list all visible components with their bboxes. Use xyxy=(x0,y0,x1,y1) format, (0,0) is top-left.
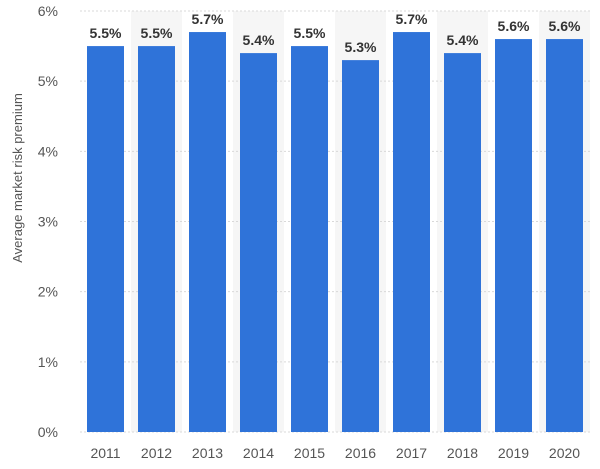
x-tick-label: 2011 xyxy=(90,445,120,461)
x-tick-label: 2016 xyxy=(345,445,376,461)
x-tick-label: 2013 xyxy=(192,445,223,461)
x-tick-label: 2017 xyxy=(396,445,427,461)
value-label: 5.5% xyxy=(141,25,173,41)
bar xyxy=(240,53,277,432)
bar xyxy=(342,60,379,432)
y-tick-label: 4% xyxy=(38,143,58,159)
x-tick-label: 2020 xyxy=(549,445,580,461)
bar xyxy=(138,46,175,432)
bar xyxy=(546,39,583,433)
y-tick-label: 1% xyxy=(38,354,58,370)
value-label: 5.7% xyxy=(396,11,428,27)
value-label: 5.5% xyxy=(90,25,122,41)
x-tick-label: 2019 xyxy=(498,445,529,461)
bar xyxy=(87,46,124,432)
x-tick-label: 2015 xyxy=(294,445,325,461)
bar xyxy=(444,53,481,432)
y-tick-label: 6% xyxy=(38,3,58,19)
y-axis-label: Average market risk premium xyxy=(10,93,25,263)
bars xyxy=(87,32,583,433)
x-tick-label: 2014 xyxy=(243,445,274,461)
y-tick-label: 5% xyxy=(38,73,58,89)
y-axis-ticks: 0% 1% 2% 3% 4% 5% 6% xyxy=(38,3,58,440)
bar xyxy=(189,32,226,433)
bar xyxy=(393,32,430,433)
value-label: 5.4% xyxy=(447,32,479,48)
value-labels: 5.5% 5.5% 5.7% 5.4% 5.5% 5.3% 5.7% 5.4% 5.6% 5.6% xyxy=(90,11,581,55)
bar xyxy=(291,46,328,432)
x-axis-ticks: 2011 2012 2013 2014 2015 2016 2017 2018 2019 2020 xyxy=(90,445,580,461)
bar xyxy=(495,39,532,433)
x-tick-label: 2012 xyxy=(141,445,172,461)
value-label: 5.6% xyxy=(498,18,530,34)
y-tick-label: 3% xyxy=(38,214,58,230)
value-label: 5.5% xyxy=(294,25,326,41)
y-tick-label: 0% xyxy=(38,424,58,440)
value-label: 5.7% xyxy=(192,11,224,27)
value-label: 5.6% xyxy=(549,18,581,34)
value-label: 5.4% xyxy=(243,32,275,48)
value-label: 5.3% xyxy=(345,39,377,55)
y-tick-label: 2% xyxy=(38,284,58,300)
x-tick-label: 2018 xyxy=(447,445,478,461)
